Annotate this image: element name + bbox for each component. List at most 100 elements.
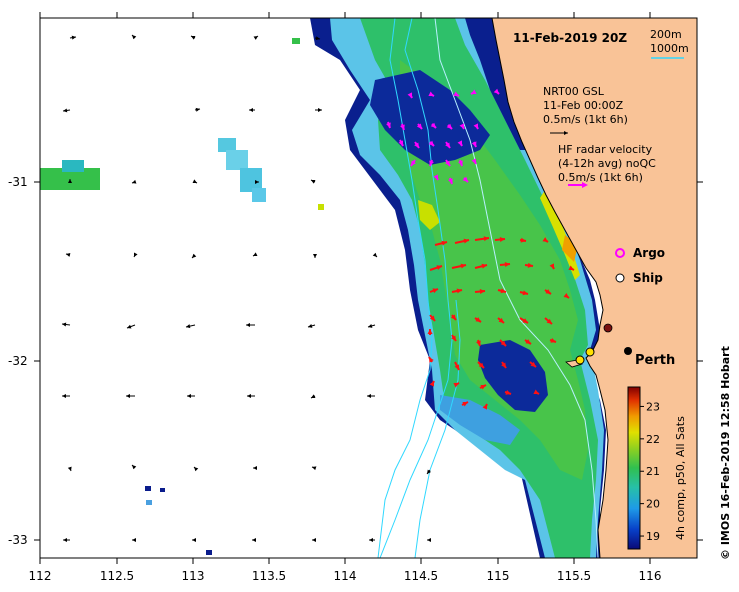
colorbar-tick-label: 20 (646, 498, 660, 511)
gsl-arrow (372, 252, 378, 258)
x-tick-label: 116 (639, 569, 662, 583)
hf-radar-magenta-arrow (458, 159, 463, 167)
gsl-arrow (192, 538, 196, 542)
hf-radar-arrow (451, 263, 467, 269)
hf-radar-magenta-arrow (446, 123, 453, 130)
hf-radar-magenta-arrow (410, 159, 416, 167)
hf-radar-arrow (501, 361, 507, 369)
ship-legend-label: Ship (633, 271, 663, 285)
gsl-arrow (62, 108, 71, 113)
isobath-1000-label: 1000m (650, 42, 689, 55)
gsl-arrow-field (61, 34, 431, 542)
hf-radar-arrow (476, 339, 481, 347)
hf-radar-magenta-arrow (471, 158, 477, 165)
hf-radar-arrow (524, 339, 532, 345)
gsl-arrow (133, 252, 138, 258)
gsl-arrow (307, 323, 316, 328)
gsl-scale-arrow (550, 131, 568, 135)
hf-title: HF radar velocity (558, 143, 653, 156)
sst-cool-south (440, 395, 520, 445)
hf-radar-arrow (504, 390, 512, 395)
hf-radar-arrow (461, 401, 469, 407)
gsl-arrow (65, 253, 71, 257)
gsl-arrow (131, 179, 137, 184)
gsl-arrow (246, 323, 255, 327)
hf-radar-arrow (519, 290, 529, 296)
hf-radar-arrow (549, 263, 555, 270)
gsl-arrow (312, 538, 316, 542)
gsl-arrow (132, 538, 136, 542)
gsl-arrow (131, 464, 137, 470)
gsl-arrow (313, 254, 317, 258)
ship-marker (575, 355, 585, 365)
hf-radar-arrow (497, 317, 505, 324)
hf-radar-magenta-arrow (428, 91, 435, 97)
isobath-deep (414, 299, 461, 558)
gsl-arrow (369, 538, 375, 542)
hf-radar-arrow (544, 289, 552, 295)
gsl-arrow (253, 466, 257, 470)
hf-radar-magenta-arrow (430, 122, 437, 129)
hf-radar-magenta-arrow (459, 123, 465, 130)
gsl-title: NRT00 GSL (543, 85, 605, 98)
hf-radar-magenta-field (386, 88, 500, 185)
colorbar-ticks: 19 20 21 22 23 (640, 400, 660, 543)
hf-scale-arrow (568, 182, 588, 188)
gsl-arrow (63, 538, 70, 542)
gsl-arrow (69, 35, 77, 40)
x-tick-label: 113 (182, 569, 205, 583)
colorbar-tick-label: 23 (646, 400, 660, 413)
gsl-arrow (315, 108, 322, 112)
sst-warm-spot (418, 200, 440, 230)
colorbar-gradient (627, 386, 641, 550)
gsl-arrow (314, 36, 321, 41)
gsl-arrow (367, 323, 376, 328)
hf-radar-arrow (482, 403, 488, 410)
colorbar-tick-label: 22 (646, 433, 660, 446)
hf-radar-arrow (499, 262, 511, 267)
hf-radar-arrow (524, 262, 534, 268)
gsl-arrow (187, 394, 195, 398)
gsl-arrow (310, 179, 316, 184)
hf-radar-magenta-arrow (414, 141, 420, 149)
map-layers (40, 18, 697, 558)
gsl-arrow (126, 324, 136, 329)
x-tick-label: 115 (487, 569, 510, 583)
mooring-marker (603, 323, 613, 333)
hf-radar-magenta-arrow (473, 123, 479, 130)
hf-radar-magenta-arrow (416, 123, 423, 130)
gsl-arrow (192, 179, 198, 184)
gsl-arrow (185, 324, 196, 329)
hf-radar-arrow (434, 240, 448, 246)
hf-radar-magenta-arrow (407, 92, 413, 99)
hf-radar-magenta-arrow (493, 88, 500, 95)
hf-radar-magenta-arrow (400, 123, 405, 131)
hf-radar-arrow (454, 361, 460, 371)
hf-radar-arrow (474, 317, 482, 323)
hf-radar-arrow (549, 338, 557, 343)
hf-radar-arrow (563, 293, 570, 299)
hf-radar-magenta-arrow (471, 141, 477, 148)
colorbar-title: 4h comp, p50, All Sats (674, 416, 687, 540)
x-tick-label: 113.5 (252, 569, 286, 583)
isobath-1000m-a (379, 18, 453, 558)
hf-radar-arrow (450, 314, 457, 321)
hf-radar-magenta-arrow (470, 89, 477, 95)
hf-radar-arrow (529, 361, 537, 368)
hf-radar-magenta-arrow (429, 159, 434, 167)
x-tick-label: 115.5 (557, 569, 591, 583)
gsl-arrow (194, 107, 201, 112)
hf-radar-arrow (429, 265, 443, 271)
hf-radar-arrow-field (427, 236, 575, 410)
hf-radar-arrow (429, 314, 436, 322)
hf-radar-arrow (428, 356, 434, 363)
gsl-arrow (190, 35, 196, 40)
gsl-arrow (67, 466, 72, 472)
hf-radar-arrow (542, 237, 549, 243)
colorbar-tick-label: 21 (646, 465, 660, 478)
isobath-200-label: 200m (650, 28, 682, 41)
gsl-scale: 0.5m/s (1kt 6h) (543, 113, 628, 126)
hf-radar-arrow (453, 382, 460, 388)
isobath-200m (434, 18, 599, 558)
